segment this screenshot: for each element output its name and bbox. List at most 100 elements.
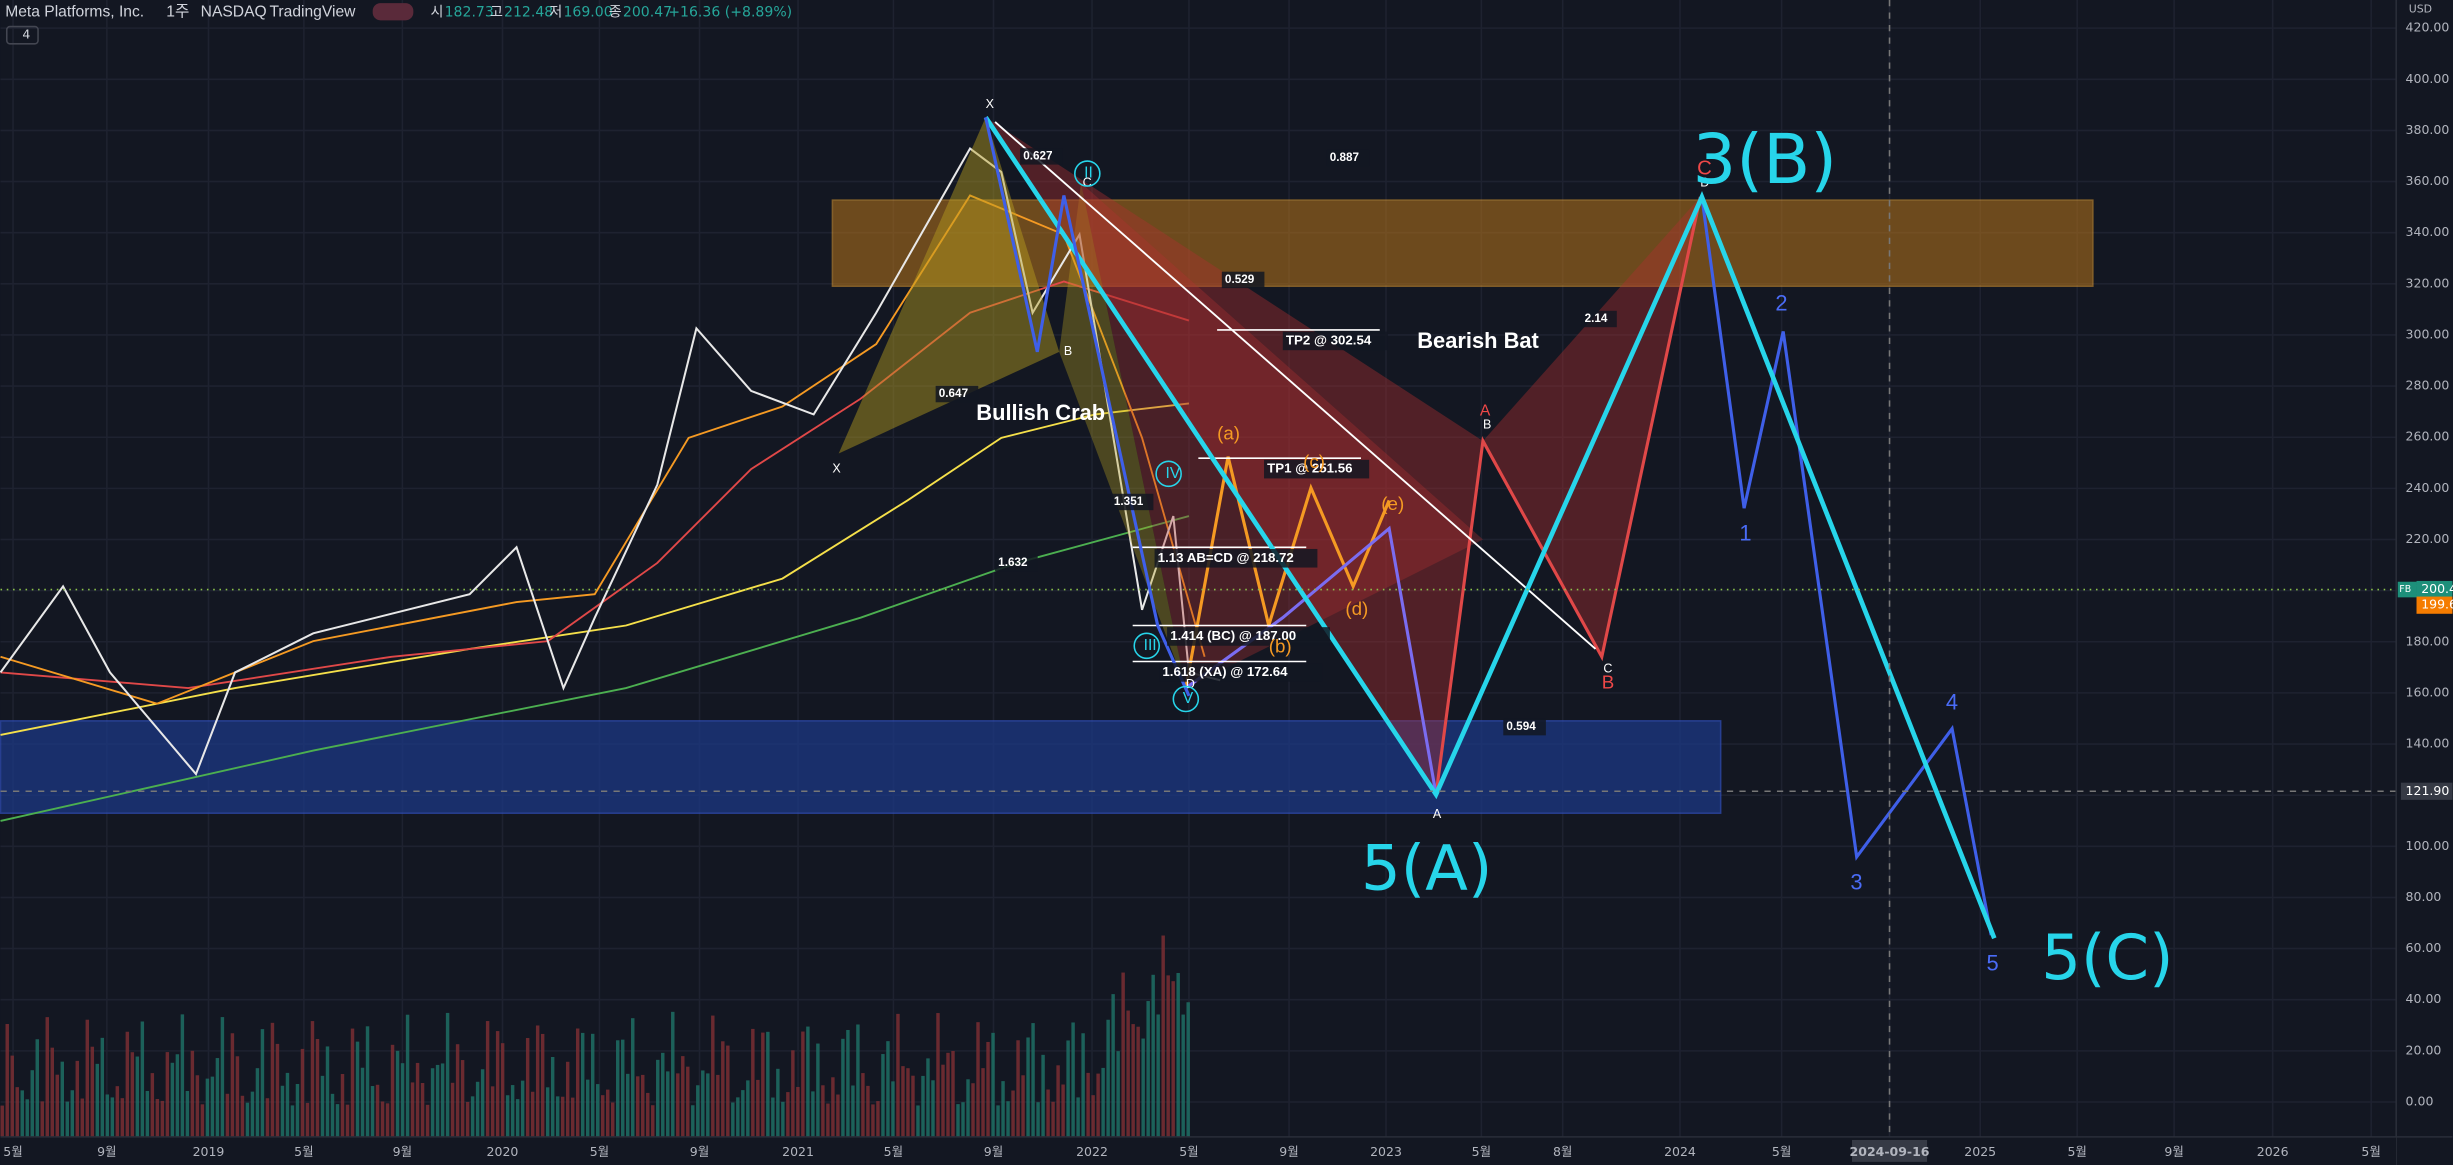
ohlc-value: 182.73 [445,5,494,21]
volume-bar [926,1058,930,1137]
volume-bar [981,1068,985,1137]
currency-label: USD [2409,2,2432,15]
annotation: 0.887 [1330,151,1359,164]
volume-bar [50,1047,54,1137]
volume-bar [966,1079,970,1137]
volume-bar [831,1077,835,1137]
volume-bar [305,1102,310,1137]
volume-bar [225,1093,230,1137]
annotation: X [832,461,841,475]
volume-bar [335,1104,340,1137]
price-label: 140.00 [2406,736,2450,751]
price-label: 220.00 [2406,531,2450,546]
annotation: X [986,97,995,111]
volume-bar [901,1066,905,1137]
volume-bar [550,1056,555,1137]
label-bg [1264,459,1370,479]
volume-bar [390,1044,395,1137]
volume-bar [5,1024,9,1137]
volume-bar [821,1085,825,1137]
volume-bar [425,1104,430,1137]
volume-bar [230,1033,235,1137]
volume-bar [120,1098,125,1137]
annotation: A [1433,807,1442,821]
volume-bar [636,1076,640,1137]
volume-bar [1131,1024,1135,1137]
volume-bar [520,1080,525,1137]
label-bg [1167,627,1330,646]
volume-bar [260,1029,265,1137]
ma-green [0,515,1190,822]
price-badge [2416,596,2453,614]
volume-bar [886,1041,890,1137]
volume-bar [320,1075,325,1137]
volume-bar [661,1052,665,1137]
price-label: 240.00 [2406,480,2450,495]
volume-bar [816,1043,820,1137]
volume-bar [240,1095,245,1137]
price-label: 60.00 [2406,940,2442,955]
label-bg [935,385,979,403]
wave-circle [1133,632,1161,660]
volume-bar [420,1082,425,1137]
annotation: D [1186,677,1195,691]
volume-bar [1151,974,1155,1137]
volume-bar [485,1021,490,1137]
annotation: 0.647 [939,387,968,400]
volume-bar [1046,1089,1050,1137]
volume-bar [746,1080,750,1137]
volume-bar [565,1061,570,1137]
price-label: 160.00 [2406,684,2450,699]
ma-orange [0,194,1206,705]
volume-bar [1126,1010,1130,1137]
volume-bar [465,1101,470,1137]
volume-bar [480,1069,485,1137]
annotation: 5(A) [1361,832,1492,905]
volume-bar [375,1084,380,1137]
price-label: 380.00 [2406,122,2450,137]
volume-bar [721,1041,725,1137]
volume-bar [706,1073,710,1137]
volume-bar [691,1105,695,1137]
volume-bar [1101,1067,1105,1137]
annotation: 2.14 [1585,312,1608,325]
volume-bar [616,1040,620,1137]
volume-bar [110,1097,115,1137]
bat-leg [1434,196,1702,795]
volume-bar [75,1060,80,1137]
annotation: 0.529 [1225,273,1255,286]
volume-bar [866,1085,870,1137]
time-label: 5월 [884,1144,903,1159]
volume-bar [961,1102,965,1137]
volume-bar [30,1070,34,1137]
volume-bar [395,1050,400,1137]
volume-bar [100,1037,105,1137]
volume-bar [310,1021,315,1137]
volume-bar [651,1105,655,1137]
price-badge [2400,782,2453,800]
volume-bar [801,1031,805,1137]
annotation: (d) [1345,598,1368,619]
volume-bar [876,1101,880,1137]
label-bg [1159,663,1323,682]
time-label: 5월 [1772,1144,1791,1159]
price-label: 280.00 [2406,378,2450,393]
volume-bar [736,1097,740,1137]
volume-bar [711,1015,715,1137]
volume-bar [290,1105,295,1137]
time-label: 9월 [2164,1144,2183,1159]
volume-bar [676,1073,680,1137]
annotation: 1.13 AB=CD @ 218.72 [1158,550,1294,565]
volume-bar [986,1041,990,1137]
volume-bar [666,1071,670,1137]
volume-bar [160,1100,165,1137]
time-label: 2020 [487,1144,519,1159]
volume-bar [590,1033,595,1137]
volume-bar [490,1086,495,1137]
time-label: 5월 [1472,1144,1491,1159]
ohlc-label: 저 [549,5,562,21]
label-bg [1020,148,1063,165]
time-label: 2026 [2257,1144,2289,1159]
label-bg [995,554,1038,572]
